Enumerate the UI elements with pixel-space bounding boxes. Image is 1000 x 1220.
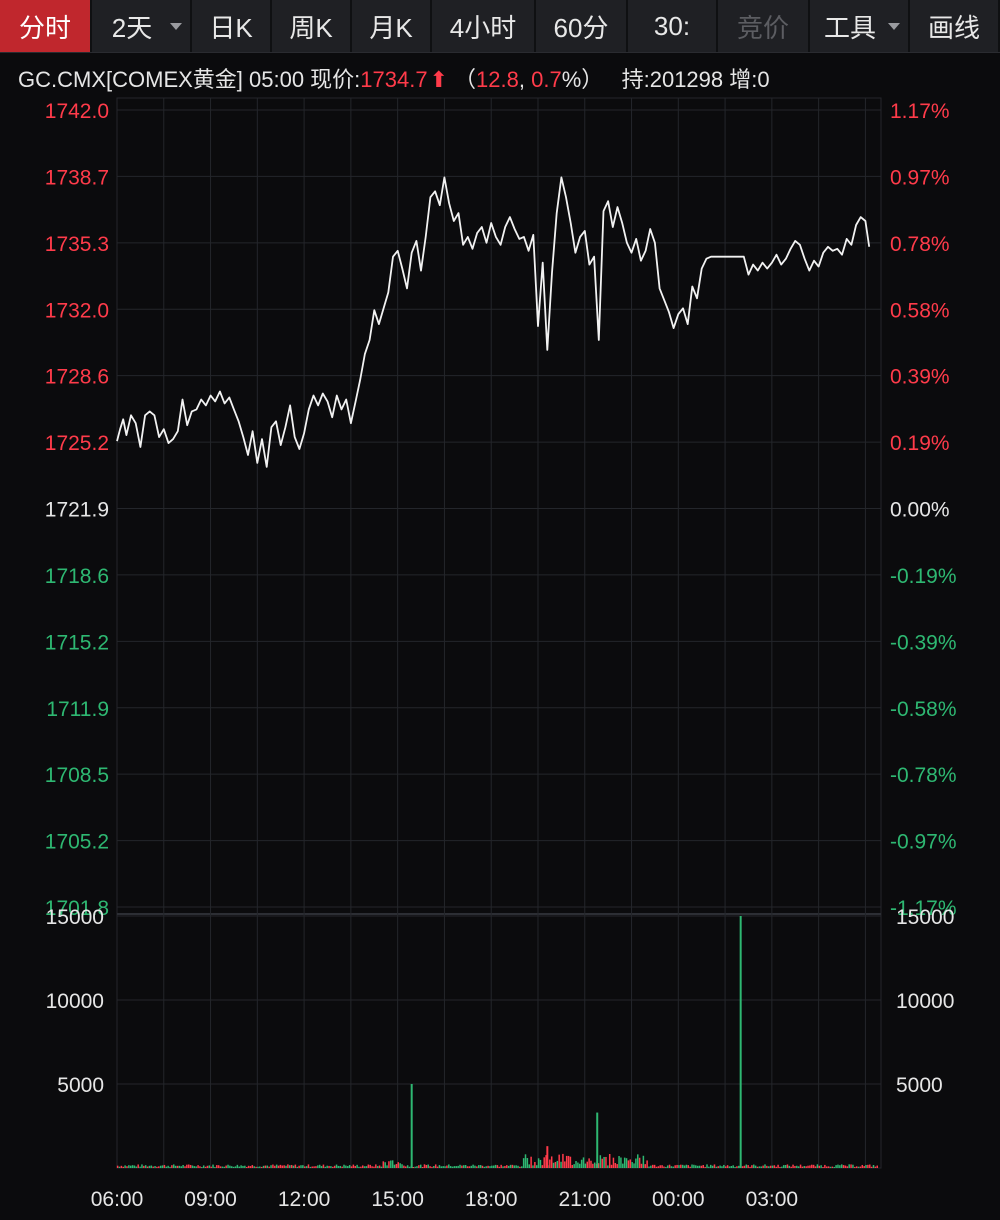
time-tick-label: 03:00 — [746, 1188, 799, 1211]
percent-tick-label: -0.39% — [890, 631, 957, 654]
percent-tick-label: 0.97% — [890, 166, 950, 189]
price-tick-label: 1711.9 — [46, 698, 109, 721]
plot-frame — [116, 97, 882, 1169]
percent-tick-label: 0.39% — [890, 366, 950, 389]
tab-label: 分时 — [18, 12, 71, 43]
chevron-down-icon — [170, 23, 182, 30]
percent-tick-label: -0.78% — [890, 764, 957, 787]
tab-3[interactable]: 周K — [272, 0, 352, 52]
price-tick-label: 1705.2 — [45, 831, 109, 854]
price-tick-label: 1721.9 — [45, 499, 109, 522]
chevron-down-icon — [888, 23, 900, 30]
time-tick-label: 21:00 — [558, 1188, 611, 1211]
tab-label: 日K — [209, 12, 253, 43]
time-tick-label: 09:00 — [184, 1188, 237, 1211]
tab-label: 月K — [369, 12, 413, 43]
tab-label: 周K — [289, 12, 333, 43]
percent-tick-label: -0.58% — [890, 698, 957, 721]
percent-change: 0.7 — [531, 67, 562, 92]
percent-tick-label: 0.78% — [890, 233, 950, 256]
price-tick-label: 1735.3 — [45, 233, 109, 256]
tab-label: 60分 — [553, 12, 609, 43]
tab-6[interactable]: 60分 — [536, 0, 628, 52]
price-tick-label: 1715.2 — [45, 631, 109, 654]
time-tick-label: 06:00 — [91, 1188, 144, 1211]
tab-0[interactable]: 分时 — [0, 0, 92, 52]
percent-tick-label: -0.97% — [890, 831, 957, 854]
change-close: %） — [561, 67, 604, 92]
percent-tick-label: -1.17% — [890, 897, 957, 920]
up-arrow-icon: ⬆ — [429, 67, 449, 92]
tab-10[interactable]: 画线 — [910, 0, 1000, 52]
open-interest: 持:201298 增:0 — [621, 67, 770, 92]
tab-label: 画线 — [927, 12, 980, 43]
time-tick-label: 15:00 — [371, 1188, 424, 1211]
tab-7[interactable]: 30: — [628, 0, 718, 52]
time-tick-label: 18:00 — [465, 1188, 518, 1211]
percent-tick-label: 0.58% — [890, 299, 950, 322]
tab-label: 竞价 — [736, 12, 789, 43]
volume-tick-label: 15000 — [896, 906, 954, 929]
time-tick-label: 12:00 — [278, 1188, 331, 1211]
tab-label: 2天 — [111, 12, 153, 43]
price-tick-label: 1701.8 — [45, 897, 109, 920]
percent-tick-label: 0.19% — [890, 432, 950, 455]
tab-label: 工具 — [823, 12, 876, 43]
symbol-label: GC.CMX[COMEX黄金] 05:00 现价: — [18, 67, 361, 92]
volume-tick-label: 5000 — [896, 1074, 943, 1097]
tab-label: 4小时 — [449, 12, 517, 43]
percent-tick-label: 1.17% — [890, 100, 950, 123]
price-tick-label: 1708.5 — [45, 764, 109, 787]
tab-8[interactable]: 竞价 — [718, 0, 810, 52]
volume-tick-label: 10000 — [896, 990, 954, 1013]
current-price: 1734.7 — [360, 67, 428, 92]
time-tick-label: 00:00 — [652, 1188, 705, 1211]
volume-tick-label: 5000 — [57, 1074, 104, 1097]
quote-header: GC.CMX[COMEX黄金] 05:00 现价:1734.7⬆ （12.8, 0… — [18, 62, 770, 94]
price-tick-label: 1725.2 — [45, 432, 109, 455]
price-tick-label: 1718.6 — [45, 565, 109, 588]
tab-1[interactable]: 2天 — [92, 0, 192, 52]
volume-tick-label: 15000 — [46, 906, 104, 929]
tab-9[interactable]: 工具 — [810, 0, 910, 52]
percent-tick-label: 0.00% — [890, 499, 950, 522]
price-tick-label: 1728.6 — [45, 366, 109, 389]
tab-4[interactable]: 月K — [352, 0, 432, 52]
price-tick-label: 1738.7 — [45, 166, 109, 189]
change-open: （ — [454, 67, 477, 92]
price-change: 12.8 — [476, 67, 519, 92]
price-line — [116, 176, 871, 468]
change-separator: , — [518, 67, 532, 92]
tab-2[interactable]: 日K — [192, 0, 272, 52]
tab-label: 30: — [653, 10, 691, 41]
period-toolbar: 分时 2天 日K 周K 月K 4小时 60分 30: 竞价 工具 画线 — [0, 0, 1000, 53]
volume-tick-label: 10000 — [46, 990, 104, 1013]
tab-5[interactable]: 4小时 — [432, 0, 536, 52]
price-tick-label: 1742.0 — [45, 100, 109, 123]
percent-tick-label: -0.19% — [890, 565, 957, 588]
price-tick-label: 1732.0 — [45, 299, 109, 322]
